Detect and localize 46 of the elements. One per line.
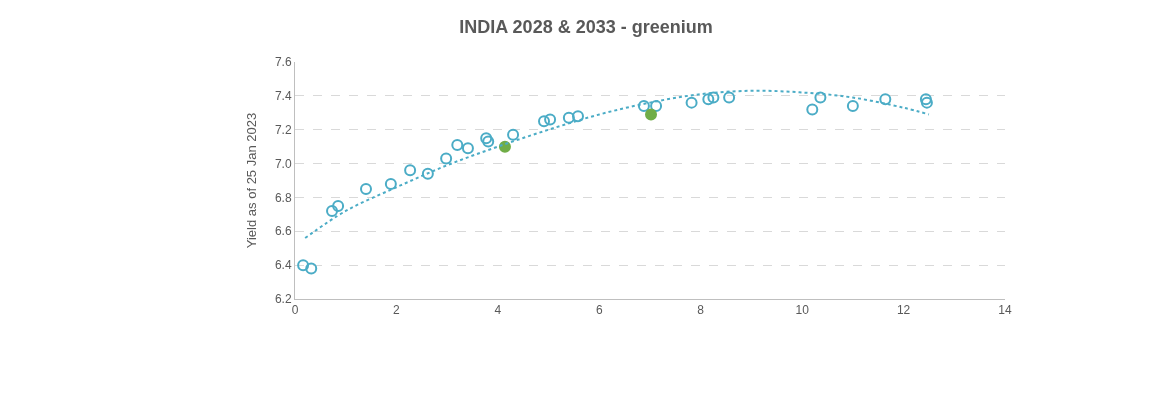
point <box>538 115 551 128</box>
x-tick-label: 12 <box>896 303 911 318</box>
point <box>637 100 650 113</box>
x-tick-label: 6 <box>595 303 603 318</box>
point <box>326 204 339 217</box>
point <box>702 93 715 106</box>
point <box>360 182 372 195</box>
line-series <box>304 89 930 240</box>
point <box>461 142 474 155</box>
y-axis-title: Yield as of 25 Jan 2023 <box>243 112 259 249</box>
point <box>723 91 736 104</box>
point <box>404 164 417 177</box>
point <box>814 91 827 104</box>
point <box>685 96 698 109</box>
x-tick-label: 2 <box>393 303 401 318</box>
y-tick-label: 6.6 <box>274 224 292 239</box>
point <box>332 199 345 212</box>
x-tick-label: 14 <box>998 303 1012 318</box>
point <box>562 111 575 124</box>
point <box>451 138 464 151</box>
point <box>846 100 859 113</box>
x-tick-label: 10 <box>795 303 810 318</box>
x-tick-label: 0 <box>291 303 299 318</box>
point <box>879 93 892 106</box>
y-tick-label: 7.4 <box>274 89 292 104</box>
point <box>645 108 658 121</box>
y-tick-label: 6.4 <box>274 258 292 273</box>
point <box>544 113 557 126</box>
y-tick-label: 7.2 <box>274 122 292 137</box>
point <box>305 262 318 275</box>
point <box>650 100 663 113</box>
point <box>507 128 520 141</box>
point <box>421 167 434 180</box>
x-tick-label: 8 <box>697 303 705 318</box>
x-tick-label: 4 <box>494 303 502 318</box>
point <box>806 103 819 116</box>
point <box>440 152 453 165</box>
y-tick-label: 7.0 <box>274 156 292 171</box>
y-tick-label: 6.8 <box>274 190 292 205</box>
point <box>297 259 310 272</box>
y-tick-label: 7.6 <box>274 55 292 70</box>
y-tick-label: 6.2 <box>274 292 292 307</box>
chart-title: INDIA 2028 & 2033 - greenium <box>459 17 713 38</box>
point <box>384 177 397 190</box>
point <box>707 91 720 104</box>
point <box>571 110 584 123</box>
